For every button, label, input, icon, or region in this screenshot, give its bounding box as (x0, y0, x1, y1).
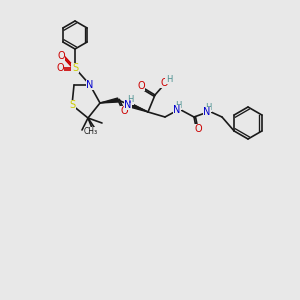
Text: H: H (127, 95, 133, 104)
Polygon shape (100, 98, 118, 103)
Text: O: O (137, 81, 145, 91)
Text: S: S (72, 63, 78, 73)
Text: N: N (173, 105, 181, 115)
Text: O: O (57, 51, 65, 61)
Text: N: N (86, 80, 94, 90)
Text: S: S (69, 100, 75, 110)
Text: O: O (194, 124, 202, 134)
Text: H: H (166, 74, 172, 83)
Text: CH₃: CH₃ (84, 128, 98, 136)
Text: O: O (120, 106, 128, 116)
Text: O: O (160, 78, 168, 88)
Text: O: O (56, 63, 64, 73)
Text: H: H (205, 103, 211, 112)
Polygon shape (129, 103, 148, 112)
Text: N: N (203, 107, 211, 117)
Text: H: H (175, 100, 181, 109)
Text: N: N (124, 100, 132, 110)
